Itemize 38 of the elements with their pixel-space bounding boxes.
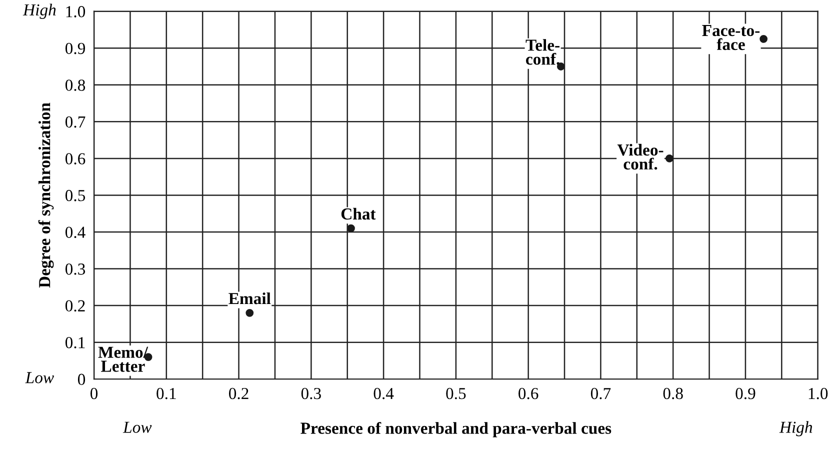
x-tick-label: 0.1 [156,388,176,400]
x-tick-label: 0.2 [229,388,248,400]
y-tick-label: 0.1 [65,337,85,348]
y-tick-label: 0.9 [65,42,85,54]
point [246,308,254,317]
text: High [22,4,56,19]
x-tick-label: 0.4 [374,388,394,400]
y-tick-label: 0.8 [65,80,86,91]
point [666,154,674,162]
text: Low [122,422,152,433]
annotation: Memo/ Letter [98,346,148,372]
y-tick-label: 0.6 [65,153,86,164]
y-tick-label: 0.7 [65,116,86,128]
annotation: Tele- conf. [526,39,560,65]
point [347,224,355,232]
text: Low [25,372,54,384]
x-tick-label: 0.9 [736,388,756,400]
x-tick-label: 0.3 [301,388,321,400]
y-tick-label: 0 [78,374,86,386]
point [760,34,768,43]
x-tick-label: 0 [90,388,98,400]
x-axis-title: Presence of nonverbal and para-verbal cues [300,422,612,438]
x-tick-label: 0.6 [518,388,538,400]
y-tick-label: 0.3 [65,263,86,275]
y-tick-label: 0.2 [65,300,85,312]
y-axis-title: Degree of synchronization [38,102,54,288]
x-tick-label: 0.7 [590,388,611,400]
annotation: Face-to- face [702,25,760,50]
annotation: Email [228,292,271,304]
y-tick-label: 0.5 [65,190,86,202]
y-tick-label: 1.0 [66,6,86,18]
annotation: Chat [341,208,376,220]
y-tick-label: 0.4 [65,226,86,238]
x-tick-label: 0.8 [663,388,683,400]
text: High [779,421,812,436]
x-tick-label: 1.0 [808,388,828,400]
annotation: Video- conf. [617,144,664,170]
x-tick-label: 0.5 [446,388,466,400]
